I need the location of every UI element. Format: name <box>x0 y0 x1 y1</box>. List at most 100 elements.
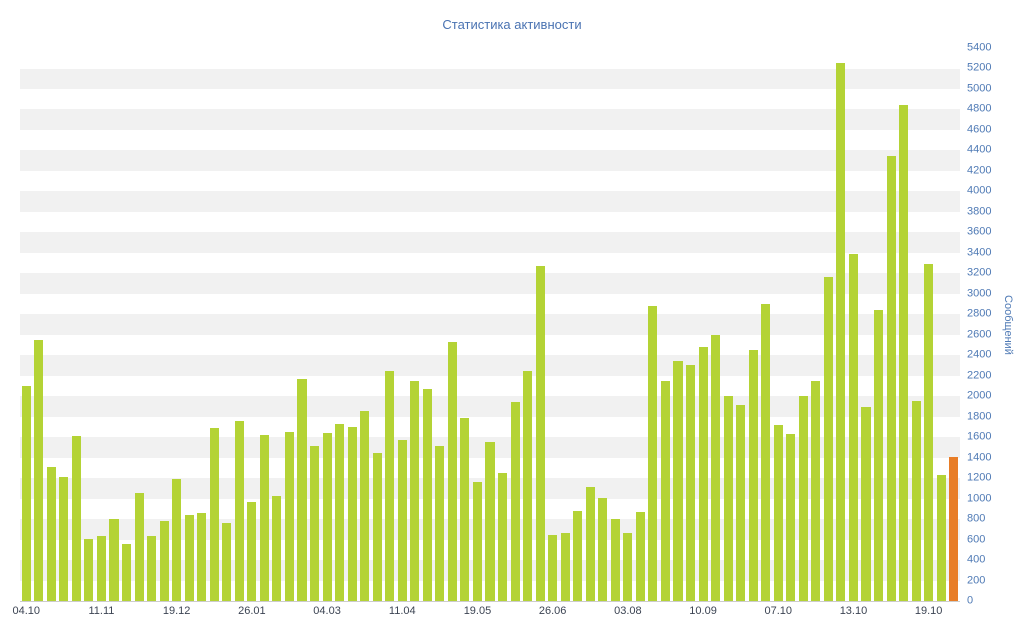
bar <box>635 511 645 601</box>
bar <box>686 365 696 601</box>
bar <box>560 533 570 601</box>
bar <box>523 370 533 601</box>
y-tick-label: 1200 <box>967 471 992 484</box>
bar <box>284 432 294 601</box>
y-tick-label: 1800 <box>967 410 992 423</box>
bar <box>573 510 583 601</box>
x-tick-label: 19.05 <box>463 605 492 617</box>
y-tick-label: 5000 <box>967 82 992 95</box>
x-tick-label: 04.03 <box>313 605 341 617</box>
bar <box>736 405 746 601</box>
bar <box>360 410 370 601</box>
bar <box>472 482 482 601</box>
bar <box>836 63 846 601</box>
bar <box>585 487 595 601</box>
y-tick-label: 4000 <box>967 184 992 197</box>
bar <box>147 536 157 601</box>
x-tick-label: 19.12 <box>162 605 191 617</box>
y-tick-label: 5200 <box>967 61 992 74</box>
y-tick-label: 200 <box>967 574 986 587</box>
grid-band <box>20 314 960 335</box>
y-tick-label: 800 <box>967 512 986 525</box>
bar <box>422 389 432 601</box>
x-tick-label: 07.10 <box>764 605 793 617</box>
bar <box>310 446 320 601</box>
grid-band <box>20 273 960 294</box>
grid-band <box>20 68 960 89</box>
bar <box>372 452 382 601</box>
bar <box>447 341 457 601</box>
y-tick-label: 1400 <box>967 451 992 464</box>
bar <box>761 304 771 601</box>
y-tick-label: 4400 <box>967 143 992 156</box>
bar <box>247 501 257 601</box>
bar <box>197 512 207 601</box>
bar <box>936 475 946 601</box>
bar <box>122 543 132 601</box>
x-tick-label: 04.10 <box>12 605 41 617</box>
bar <box>222 523 232 601</box>
bar <box>59 477 69 601</box>
bar <box>598 497 608 601</box>
y-tick-label: 1000 <box>967 492 992 505</box>
y-tick-label: 3800 <box>967 205 992 218</box>
y-tick-label: 4600 <box>967 123 992 136</box>
bar <box>535 266 545 601</box>
x-tick-label: 03.08 <box>614 605 642 617</box>
bar <box>924 264 934 601</box>
x-tick-label: 13.10 <box>839 605 868 617</box>
bar <box>874 310 884 601</box>
grid-band <box>20 191 960 212</box>
bar <box>498 473 508 601</box>
y-tick-label: 5400 <box>967 41 992 54</box>
grid-band <box>20 150 960 171</box>
y-tick-label: 2400 <box>967 348 992 361</box>
y-tick-label: 2800 <box>967 307 992 320</box>
bar <box>46 466 56 601</box>
y-tick-label: 600 <box>967 533 986 546</box>
bar <box>623 533 633 601</box>
x-tick-label: 26.06 <box>538 605 567 617</box>
bar <box>648 306 658 601</box>
bar <box>385 370 395 601</box>
grid-band <box>20 232 960 253</box>
grid-band <box>20 355 960 376</box>
bar <box>861 407 871 601</box>
grid-band <box>20 109 960 130</box>
y-tick-label: 3000 <box>967 287 992 300</box>
y-tick-label: 1600 <box>967 430 992 443</box>
bar <box>723 396 733 601</box>
bar <box>84 538 94 601</box>
y-tick-label: 2000 <box>967 389 992 402</box>
bar <box>510 402 520 601</box>
bar <box>911 401 921 601</box>
bar <box>272 495 282 601</box>
bar <box>811 380 821 601</box>
bar <box>548 535 558 601</box>
y-axis-labels: 0 200 400 600 800 1000 1200 1400 1600 1800 2000 220… <box>967 42 1007 606</box>
bar <box>460 417 470 601</box>
bar <box>786 434 796 601</box>
plot-area <box>20 48 960 602</box>
bar <box>410 380 420 601</box>
bar <box>660 380 670 601</box>
bar <box>234 420 244 601</box>
bar <box>886 155 896 601</box>
bar <box>347 426 357 601</box>
bar <box>748 350 758 601</box>
bar <box>485 442 495 601</box>
bar <box>335 423 345 601</box>
y-tick-label: 2600 <box>967 328 992 341</box>
bar <box>773 424 783 601</box>
y-axis-title: Сообщений <box>1002 295 1014 355</box>
x-tick-label: 19.10 <box>914 605 943 617</box>
y-tick-label: 3200 <box>967 266 992 279</box>
bar <box>322 433 332 601</box>
bar <box>673 361 683 601</box>
bar <box>949 456 959 601</box>
bar <box>159 521 169 601</box>
bar <box>96 536 106 601</box>
bar <box>610 519 620 601</box>
chart-title: Статистика активности <box>442 17 582 32</box>
